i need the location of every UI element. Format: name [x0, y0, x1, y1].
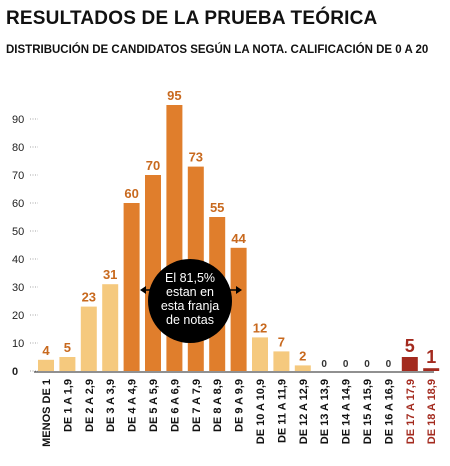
y-tick-label: 0	[12, 366, 18, 378]
y-tick-label: 70	[12, 170, 24, 182]
x-tick-label: DE 7 A 7,9	[191, 379, 203, 432]
y-tick-label: 30	[12, 282, 24, 294]
bar	[230, 247, 247, 371]
data-label: 23	[82, 290, 96, 305]
bar	[145, 175, 161, 371]
y-tick-label: 80	[12, 142, 24, 154]
data-label: 0	[321, 359, 327, 370]
x-tick-label: DE 10 A 10,9	[255, 379, 267, 444]
data-label: 2	[299, 348, 306, 363]
bar	[59, 357, 76, 371]
x-tick-label: DE 6 A 6,9	[169, 379, 181, 432]
data-label: 4	[42, 343, 50, 358]
bar	[252, 337, 268, 371]
data-label: 70	[146, 158, 160, 173]
data-label: 60	[124, 186, 138, 201]
bar	[294, 365, 311, 371]
annotation-arrow-left	[140, 286, 146, 294]
annotation-text: esta franja	[161, 299, 219, 313]
x-tick-label: DE 17 A 17,9	[405, 379, 417, 444]
x-tick-label: DE 11 A 11,9	[276, 379, 288, 443]
data-label: 5	[64, 340, 71, 355]
x-tick-label: DE 12 A 12,9	[298, 379, 310, 444]
annotation-text: El 81,5%	[165, 271, 215, 285]
bar	[423, 368, 440, 371]
y-tick-label: 60	[12, 198, 24, 210]
bar	[102, 284, 119, 371]
bar	[38, 359, 54, 371]
data-label: 0	[364, 359, 370, 370]
y-tick-label: 10	[12, 338, 24, 350]
data-label: 55	[210, 200, 224, 215]
y-tick-label: 20	[12, 310, 24, 322]
x-tick-label: DE 18 A 18,9	[426, 379, 438, 444]
data-label: 5	[405, 336, 415, 356]
x-tick-label: DE 5 A 5,9	[148, 379, 160, 432]
data-label: 31	[103, 267, 117, 282]
bar	[80, 306, 97, 371]
bar	[273, 351, 290, 371]
x-tick-label: DE 13 A 13,9	[319, 379, 331, 444]
data-label: 95	[167, 88, 181, 103]
chart-subtitle: DISTRIBUCIÓN DE CANDIDATOS SEGÚN LA NOTA…	[6, 44, 429, 56]
data-label: 7	[278, 334, 285, 349]
bar	[123, 203, 140, 371]
x-tick-label: DE 15 A 15,9	[362, 379, 374, 444]
annotation-text: estan en	[166, 285, 214, 299]
x-tick-label: DE 2 A 2,9	[84, 379, 96, 432]
data-label: 0	[386, 359, 392, 370]
y-tick-label: 40	[12, 254, 24, 266]
bar	[401, 357, 418, 371]
data-label: 73	[189, 150, 203, 165]
x-tick-label: DE 16 A 16,9	[383, 379, 395, 444]
data-label: 44	[231, 231, 246, 246]
x-tick-label: DE 1 A 1,9	[62, 379, 74, 432]
annotation-circle	[148, 259, 232, 343]
data-label: 1	[426, 347, 436, 367]
y-tick-label: 90	[12, 114, 24, 126]
x-tick-label: DE 9 A 9,9	[234, 379, 246, 432]
x-tick-label: DE 3 A 3,9	[105, 379, 117, 432]
chart-title: RESULTADOS DE LA PRUEBA TEÓRICA	[6, 8, 378, 29]
data-label: 0	[343, 359, 349, 370]
x-tick-label: DE 4 A 4,9	[127, 379, 139, 432]
x-tick-label: MENOS DE 1	[41, 379, 53, 447]
annotation-text: de notas	[166, 313, 214, 327]
annotation-arrow-right	[236, 286, 242, 294]
x-tick-label: DE 8 A 8,9	[212, 379, 224, 432]
y-tick-label: 50	[12, 226, 24, 238]
data-label: 12	[253, 320, 267, 335]
x-tick-label: DE 14 A 14,9	[341, 379, 353, 444]
